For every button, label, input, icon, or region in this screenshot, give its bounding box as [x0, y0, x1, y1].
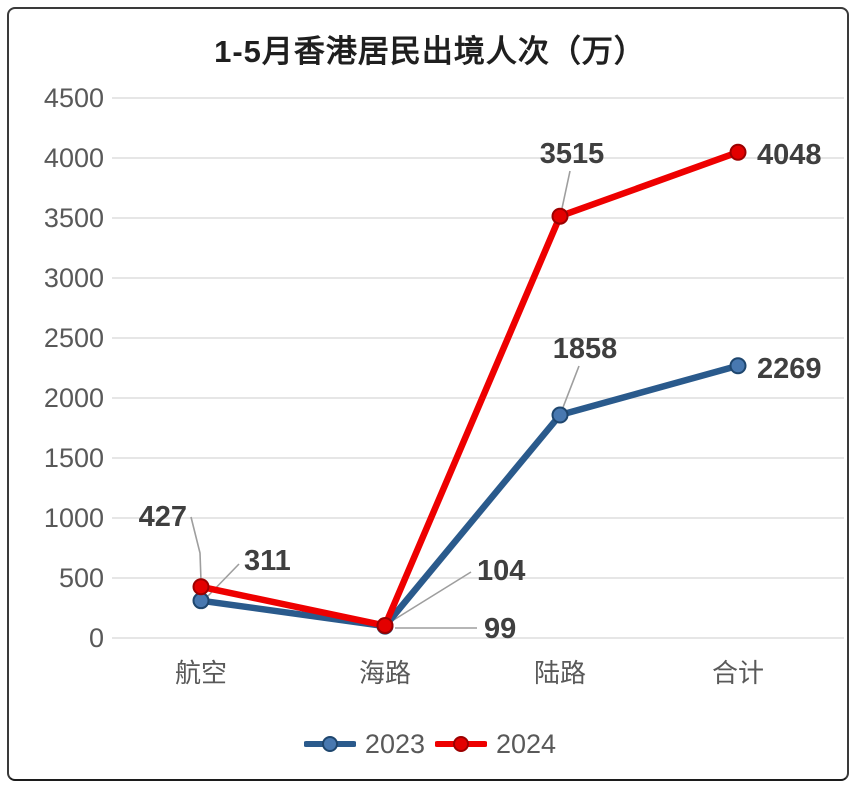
data-point-label-2023: 1858 — [553, 333, 618, 365]
chart-title: 1-5月香港居民出境人次（万） — [214, 34, 646, 69]
chart-legend: 2023 2024 — [0, 729, 860, 759]
data-point-label-2023: 99 — [484, 613, 516, 645]
data-point-marker-2024 — [729, 143, 747, 161]
legend-swatch-2024-line-marker-icon — [435, 736, 487, 752]
data-point-label-2023: 2269 — [757, 353, 822, 385]
series-line-2023 — [197, 362, 742, 630]
legend-label-2024: 2024 — [496, 728, 557, 759]
y-axis-tick-label: 3500 — [44, 203, 104, 233]
data-point-label-2023: 311 — [244, 545, 291, 577]
x-axis-label: 航空 — [175, 658, 227, 688]
legend-label-2023: 2023 — [364, 728, 425, 759]
data-point-label-2024: 427 — [139, 501, 187, 533]
x-axis-label: 陆路 — [534, 658, 586, 688]
chart-frame-border — [7, 7, 849, 781]
series-line-2024 — [197, 148, 742, 629]
y-axis-tick-label: 4500 — [44, 83, 104, 113]
y-axis-tick-label: 2500 — [44, 323, 104, 353]
data-point-marker-2024 — [192, 578, 210, 596]
label-leader-line — [560, 170, 571, 214]
y-axis-tick-label: 500 — [59, 563, 104, 593]
legend-item-2023: 2023 — [303, 728, 425, 759]
legend-swatch-2023-line-marker-icon — [303, 736, 356, 752]
data-point-label-2024: 3515 — [540, 138, 605, 170]
legend-item-2024: 2024 — [435, 728, 557, 759]
data-point-marker-2023 — [729, 357, 747, 375]
data-point-marker-2023 — [551, 406, 569, 424]
y-axis-tick-label: 1500 — [44, 443, 104, 473]
data-point-marker-2023 — [192, 592, 210, 610]
data-point-marker-2024 — [551, 207, 569, 225]
label-leader-line — [561, 365, 580, 411]
data-point-label-2024: 4048 — [757, 139, 822, 171]
y-axis-tick-label: 2000 — [44, 383, 104, 413]
x-axis-label: 海路 — [359, 658, 411, 688]
y-axis-tick-label: 0 — [89, 623, 104, 653]
data-point-marker-2024 — [376, 617, 394, 635]
y-axis-tick-label: 4000 — [44, 143, 104, 173]
y-axis-tick-label: 3000 — [44, 263, 104, 293]
data-point-label-2024: 104 — [477, 555, 525, 587]
label-leader-line — [391, 571, 472, 622]
label-leader-line — [190, 516, 202, 582]
y-axis-tick-label: 1000 — [44, 503, 104, 533]
x-axis-label: 合计 — [712, 658, 764, 688]
